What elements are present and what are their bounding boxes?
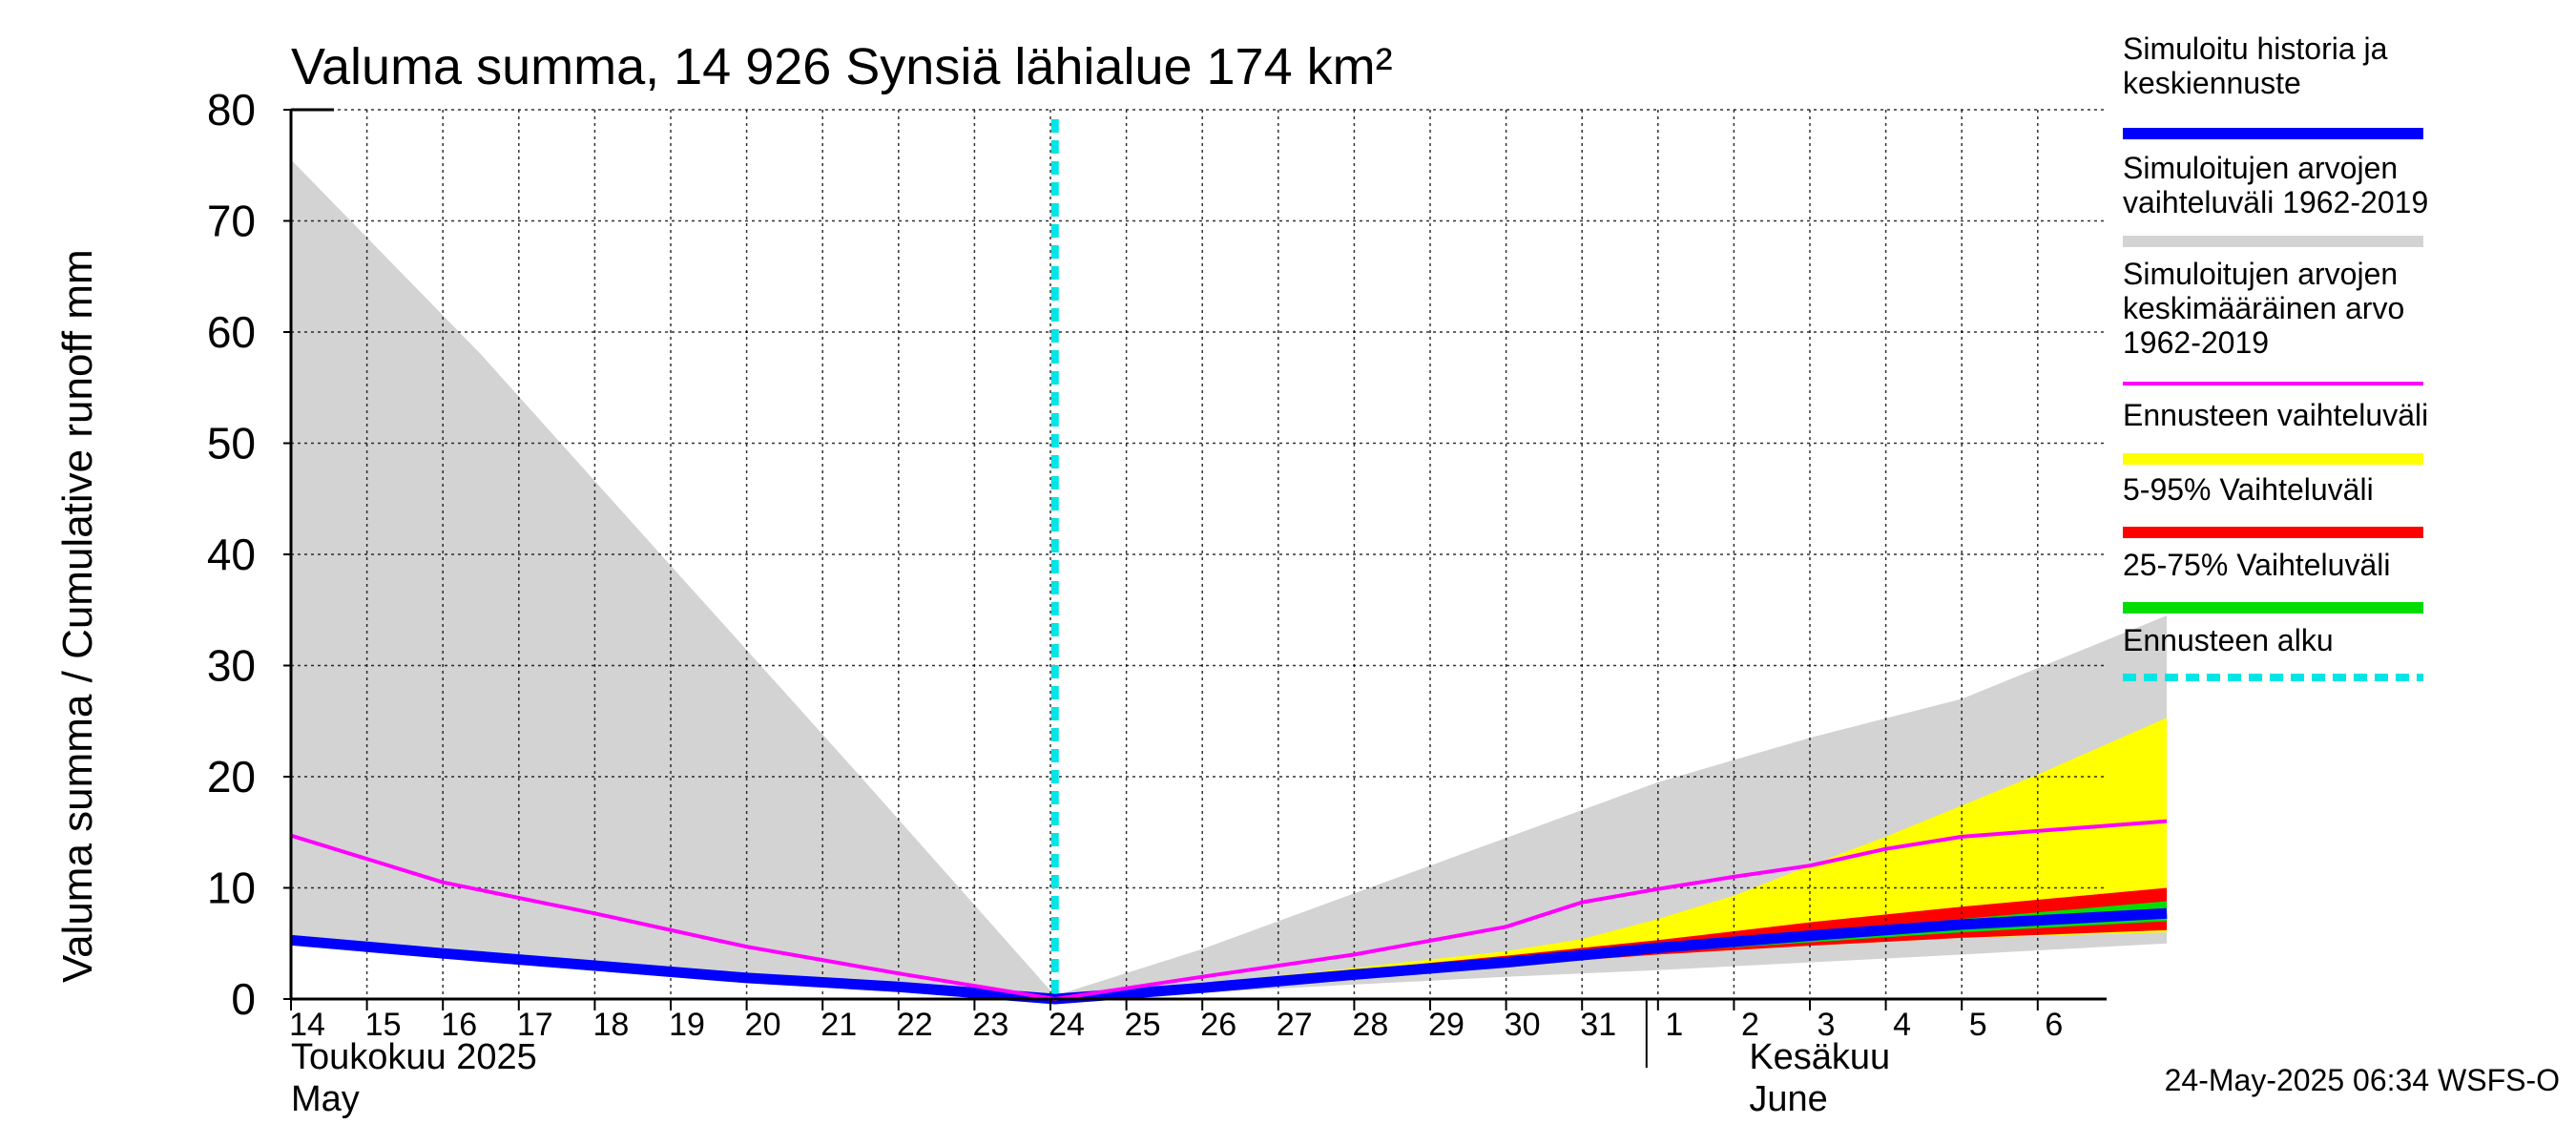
y-tick-label: 30: [207, 641, 256, 691]
y-tick-label: 0: [231, 974, 256, 1024]
x-tick-label: 29: [1428, 1007, 1465, 1043]
x-tick-label: 4: [1893, 1007, 1911, 1043]
legend-text: 1962-2019: [2123, 325, 2269, 360]
legend-text: keskimääräinen arvo: [2123, 291, 2404, 325]
month-label-en: May: [291, 1079, 360, 1119]
x-tick-label: 19: [669, 1007, 705, 1043]
x-tick-label: 14: [289, 1007, 325, 1043]
y-tick-label: 40: [207, 530, 256, 579]
month-label: Kesäkuu: [1749, 1037, 1890, 1077]
series-line-0: [290, 907, 2168, 1005]
x-tick-label: 21: [821, 1007, 857, 1043]
y-tick-label: 10: [207, 864, 256, 913]
x-tick-label: 31: [1580, 1007, 1616, 1043]
chart-title: Valuma summa, 14 926 Synsiä lähialue 174…: [291, 38, 1393, 95]
month-label-en: June: [1749, 1079, 1827, 1119]
legend-text: 25-75% Vaihteluväli: [2123, 548, 2390, 582]
month-label: Toukokuu 2025: [291, 1037, 537, 1077]
x-tick-label: 25: [1125, 1007, 1161, 1043]
x-tick-label: 15: [365, 1007, 402, 1043]
y-tick-label: 50: [207, 419, 256, 468]
legend-text: Simuloitujen arvojen: [2123, 151, 2398, 185]
x-tick-label: 22: [897, 1007, 933, 1043]
x-tick-label: 28: [1352, 1007, 1388, 1043]
legend-text: Simuloitujen arvojen: [2123, 257, 2398, 291]
series-band-0: [291, 159, 2168, 999]
legend-text: Ennusteen alku: [2123, 623, 2334, 657]
y-axis-label: Valuma summa / Cumulative runoff mm: [54, 249, 101, 983]
x-tick-label: 20: [745, 1007, 781, 1043]
x-tick-label: 3: [1818, 1007, 1836, 1043]
y-tick-label: 60: [207, 307, 256, 357]
x-tick-label: 24: [1049, 1007, 1085, 1043]
x-tick-label: 18: [592, 1007, 629, 1043]
y-tick-label: 20: [207, 752, 256, 802]
x-tick-label: 30: [1505, 1007, 1541, 1043]
x-tick-label: 1: [1665, 1007, 1683, 1043]
legend-text: keskiennuste: [2123, 66, 2301, 100]
legend-text: Ennusteen vaihteluväli: [2123, 398, 2428, 432]
x-tick-label: 27: [1277, 1007, 1313, 1043]
legend-text: vaihteluväli 1962-2019: [2123, 185, 2428, 219]
legend-text: Simuloitu historia ja: [2123, 31, 2388, 66]
x-tick-label: 23: [972, 1007, 1008, 1043]
x-tick-label: 16: [441, 1007, 477, 1043]
x-tick-label: 6: [2045, 1007, 2063, 1043]
x-tick-label: 5: [1969, 1007, 1987, 1043]
x-tick-label: 26: [1200, 1007, 1236, 1043]
x-tick-label: 2: [1741, 1007, 1759, 1043]
series-line-1: [290, 819, 2168, 1001]
x-tick-label: 17: [517, 1007, 553, 1043]
legend-text: 5-95% Vaihteluväli: [2123, 472, 2374, 507]
series-band-2: [1054, 887, 2168, 999]
timestamp-footer: 24-May-2025 06:34 WSFS-O: [2165, 1063, 2560, 1097]
y-tick-label: 80: [207, 85, 256, 135]
y-tick-label: 70: [207, 197, 256, 246]
